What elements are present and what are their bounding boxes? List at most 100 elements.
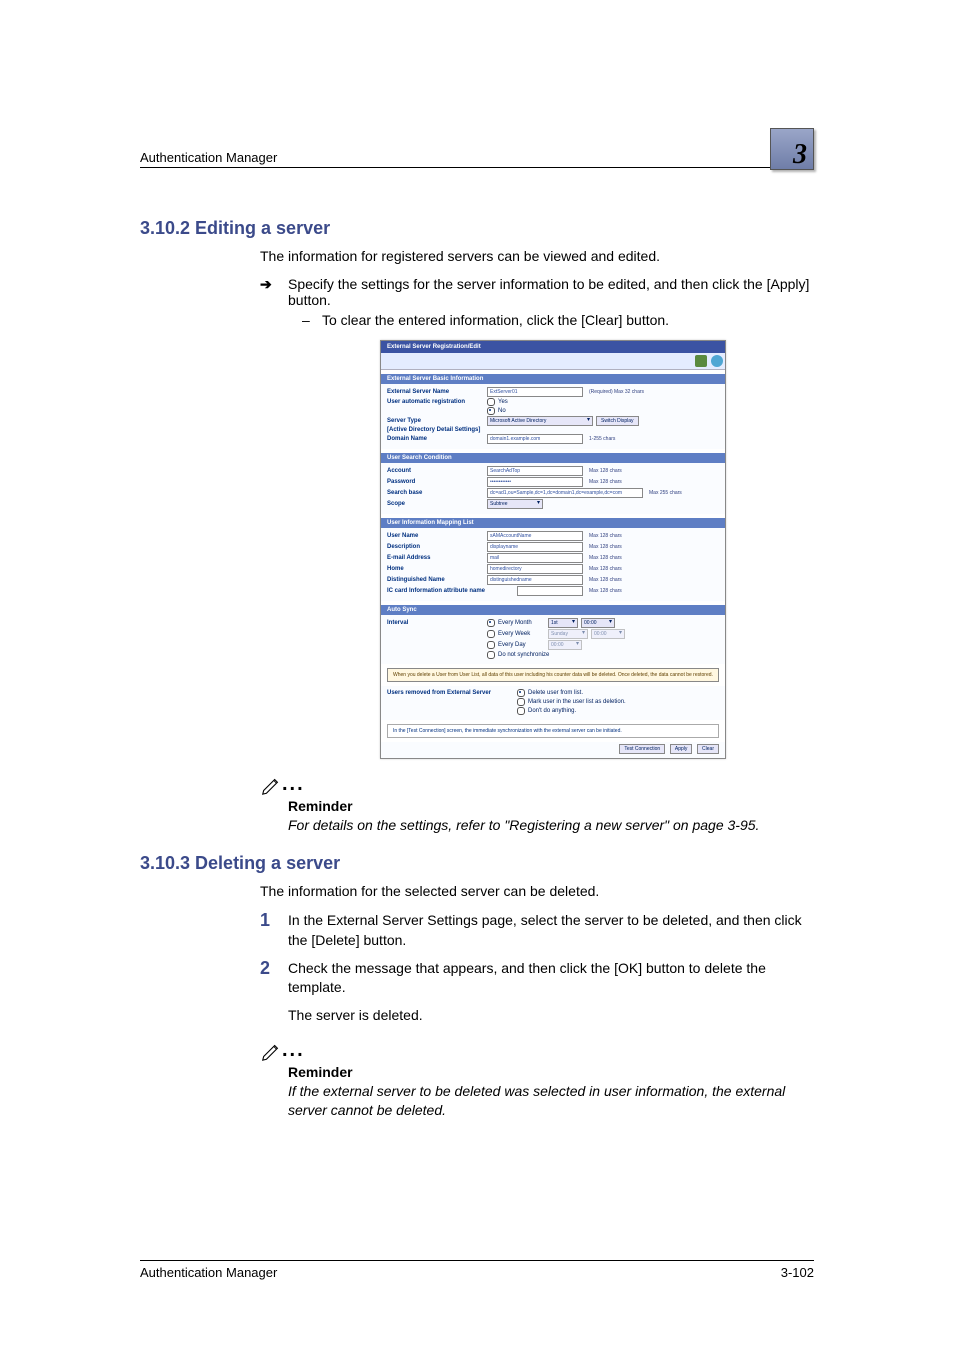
embedded-screenshot: External Server Registration/Edit Extern… [380,340,726,759]
reminder-body: For details on the settings, refer to "R… [288,816,814,836]
refresh-icon[interactable] [695,355,707,367]
running-header: Authentication Manager [140,150,814,168]
lbl-email: E-mail Address [387,555,487,561]
dash-icon: – [302,312,322,328]
ss-toolbar [381,353,725,370]
test-connection-button[interactable]: Test Connection [619,744,665,754]
radio-month-label: Every Month [498,620,548,626]
radio-nosync[interactable] [487,651,495,659]
input-domain[interactable]: domain1.example.com [487,434,583,444]
radio-nosync-label: Do not synchronize [498,652,549,658]
step-2-text: Check the message that appears, and then… [288,959,814,998]
radio-rem3-label: Don't do anything. [528,708,576,714]
lbl-home: Home [387,566,487,572]
lbl-auto-reg: User automatic registration [387,399,487,405]
select-month-day[interactable]: 1st [548,618,578,628]
lbl-interval: Interval [387,620,487,626]
lbl-username: User Name [387,533,487,539]
chapter-badge: 3 [770,128,814,170]
input-email[interactable]: mail [487,553,583,563]
step-result: The server is deleted. [288,1006,814,1025]
lbl-dn: Distinguished Name [387,577,487,583]
radio-rem1-label: Delete user from list. [528,690,583,696]
hint-email: Max 128 chars [589,555,622,561]
radio-week[interactable] [487,630,495,638]
bullet-text: Specify the settings for the server info… [288,276,814,308]
input-description[interactable]: displayname [487,542,583,552]
select-month-time[interactable]: 00:00 [581,618,615,628]
bullet-arrow: ➔ Specify the settings for the server in… [260,276,814,308]
reminder-label: Reminder [288,798,814,814]
ss-band-basic: External Server Basic Information [381,374,725,384]
reminder-label-2: Reminder [288,1064,814,1080]
lbl-iccard: IC card Information attribute name [387,588,517,594]
section-intro: The information for registered servers c… [260,247,814,266]
hint-account: Max 128 chars [589,468,622,474]
select-week-time[interactable]: 00:00 [591,629,625,639]
sub-bullet: – To clear the entered information, clic… [302,312,814,328]
hint-password: Max 128 chars [589,479,622,485]
ss-band-mapping: User Information Mapping List [381,518,725,528]
hint-ext-name: (Required) Max 32 chars [589,389,644,395]
input-password[interactable]: •••••••••••• [487,477,583,487]
ss-warning-note: When you delete a User from User List, a… [387,668,719,682]
lbl-scope: Scope [387,501,487,507]
input-account[interactable]: SearchAdTop [487,466,583,476]
hint-domain: 1-255 chars [589,436,615,442]
chapter-number: 3 [793,139,807,171]
help-icon[interactable] [711,355,723,367]
input-home[interactable]: homedirectory [487,564,583,574]
footer-right: 3-102 [781,1265,814,1280]
radio-day[interactable] [487,641,495,649]
step-2: 2 Check the message that appears, and th… [260,959,814,998]
ss-band-autosync: Auto Sync [381,605,725,615]
page-footer: Authentication Manager 3-102 [140,1260,814,1280]
footer-left: Authentication Manager [140,1265,277,1280]
input-dn[interactable]: distinguishedname [487,575,583,585]
reminder-icon: ... [260,773,814,796]
input-ext-name[interactable]: ExtServer01 [487,387,583,397]
step-number-1: 1 [260,911,288,950]
section2-intro: The information for the selected server … [260,882,814,901]
section-heading-editing: 3.10.2 Editing a server [140,218,814,239]
hint-home: Max 128 chars [589,566,622,572]
select-week-day[interactable]: Sunday [548,629,588,639]
select-server-type[interactable]: Microsoft Active Directory [487,416,593,426]
step-1-text: In the External Server Settings page, se… [288,911,814,950]
select-day-time[interactable]: 00:00 [548,640,582,650]
input-searchbase[interactable]: dc=ad1,ou=Sample,dc=1,dc=domain1,dc=exam… [487,488,643,498]
ss-title: External Server Registration/Edit [381,341,725,353]
ss-info-note: In the [Test Connection] screen, the imm… [387,724,719,738]
input-iccard[interactable] [517,586,583,596]
lbl-ext-name: External Server Name [387,389,487,395]
lbl-password: Password [387,479,487,485]
radio-rem2-label: Mark user in the user list as deletion. [528,699,626,705]
hint-iccard: Max 128 chars [589,588,622,594]
apply-button[interactable]: Apply [670,744,693,754]
radio-yes[interactable] [487,398,495,406]
radio-rem3[interactable] [517,707,525,715]
radio-week-label: Every Week [498,631,548,637]
clear-button[interactable]: Clear [697,744,719,754]
reminder-icon-2: ... [260,1039,814,1062]
lbl-searchbase: Search base [387,490,487,496]
sub-bullet-text: To clear the entered information, click … [322,312,669,328]
radio-day-label: Every Day [498,642,548,648]
input-username[interactable]: sAMAccountName [487,531,583,541]
lbl-server-type: Server Type [387,418,487,424]
lbl-removed-users: Users removed from External Server [387,690,517,696]
lbl-description: Description [387,544,487,550]
radio-month[interactable] [487,619,495,627]
arrow-icon: ➔ [260,276,288,308]
select-scope[interactable]: Subtree [487,499,543,509]
section-heading-deleting: 3.10.3 Deleting a server [140,853,814,874]
lbl-ad-detail: [Active Directory Detail Settings] [387,427,567,433]
switch-display-button[interactable]: Switch Display [596,416,639,426]
radio-rem1[interactable] [517,689,525,697]
hint-dn: Max 128 chars [589,577,622,583]
radio-rem2[interactable] [517,698,525,706]
radio-no[interactable] [487,407,495,415]
step-1: 1 In the External Server Settings page, … [260,911,814,950]
radio-yes-label: Yes [498,399,508,405]
step-number-2: 2 [260,959,288,998]
